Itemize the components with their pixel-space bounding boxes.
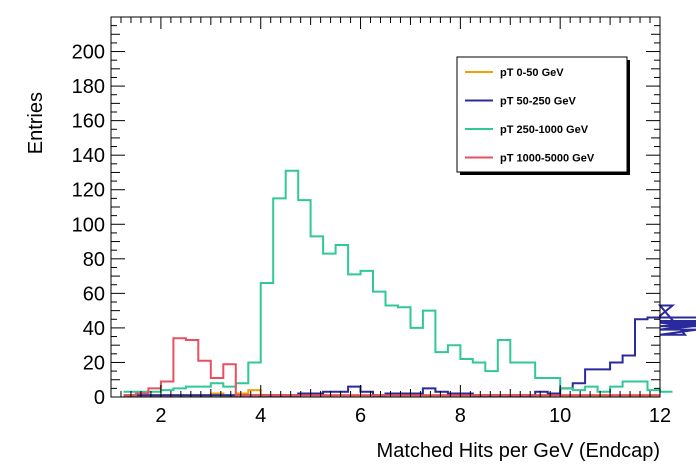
legend-entries: pT 0-50 GeV pT 50-250 GeV pT 250-1000 GeV p…	[465, 67, 595, 165]
y-tick-label: 160	[72, 111, 105, 133]
y-tick-label: 60	[83, 283, 105, 305]
legend-label: pT 1000-5000 GeV	[500, 153, 595, 165]
legend-label: pT 250-1000 GeV	[500, 124, 589, 136]
y-tick-label: 120	[72, 180, 105, 202]
x-tick-label: 6	[355, 405, 366, 427]
legend-shadow-bottom	[460, 172, 630, 175]
ticks-layer	[111, 16, 661, 398]
x-tick-label: 4	[255, 405, 266, 427]
series-line-3	[123, 169, 673, 393]
legend-label: pT 0-50 GeV	[500, 67, 564, 79]
y-tick-label: 80	[83, 249, 105, 271]
x-tick-label: 10	[549, 405, 571, 427]
series-line-4	[123, 337, 660, 397]
y-tick-label: 100	[72, 214, 105, 236]
y-tick-label: 200	[72, 42, 105, 64]
y-axis-title: Entries	[25, 92, 47, 154]
x-tick-label: 8	[455, 405, 466, 427]
legend-shadow-right	[627, 60, 630, 175]
y-tick-label: 140	[72, 145, 105, 167]
legend: pT 0-50 GeV pT 50-250 GeV pT 250-1000 GeV p…	[456, 56, 630, 175]
x-tick-label: 2	[155, 405, 166, 427]
y-tick-label: 0	[94, 387, 105, 409]
x-axis-title: Matched Hits per GeV (Endcap)	[377, 440, 660, 462]
x-tick-label: 12	[649, 405, 671, 427]
y-tick-label: 40	[83, 318, 105, 340]
y-tick-label: 20	[83, 352, 105, 374]
y-tick-label: 180	[72, 76, 105, 98]
legend-box	[456, 56, 628, 173]
legend-label: pT 50-250 GeV	[500, 96, 576, 108]
